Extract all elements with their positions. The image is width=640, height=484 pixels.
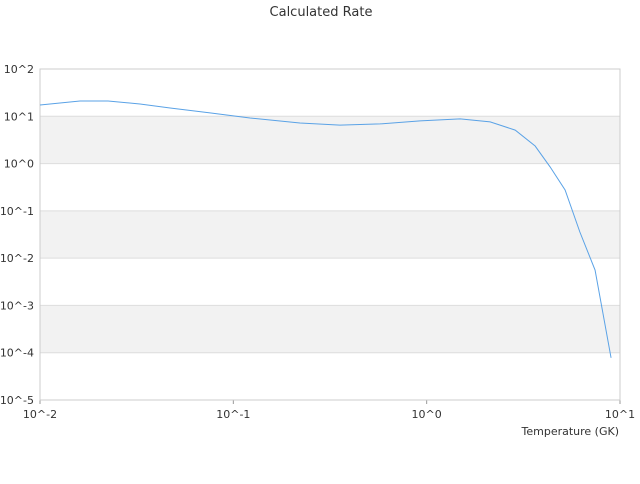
grid-band bbox=[40, 210, 620, 259]
plot-frame bbox=[39, 68, 621, 401]
grid-band bbox=[40, 116, 620, 164]
y-tick-label: 10^1 bbox=[4, 110, 34, 123]
y-tick-label: 10^2 bbox=[4, 63, 34, 76]
x-tick-label: 10^1 bbox=[605, 408, 635, 421]
y-tick-label: 10^-2 bbox=[0, 252, 34, 265]
y-tick-label: 10^-1 bbox=[0, 205, 34, 218]
x-tick-label: 10^0 bbox=[412, 408, 442, 421]
x-tick-label: 10^-2 bbox=[23, 408, 57, 421]
grid-band bbox=[40, 305, 620, 353]
y-tick-label: 10^-4 bbox=[0, 347, 34, 360]
x-axis-label: Temperature (GK) bbox=[521, 425, 620, 438]
y-tick-label: 10^-5 bbox=[0, 394, 34, 407]
y-tick-label: 10^0 bbox=[4, 158, 34, 171]
x-tick-label: 10^-1 bbox=[216, 408, 250, 421]
line bbox=[39, 100, 612, 358]
y-tick-label: 10^-3 bbox=[0, 299, 34, 312]
chart-title: Calculated Rate bbox=[270, 5, 373, 20]
